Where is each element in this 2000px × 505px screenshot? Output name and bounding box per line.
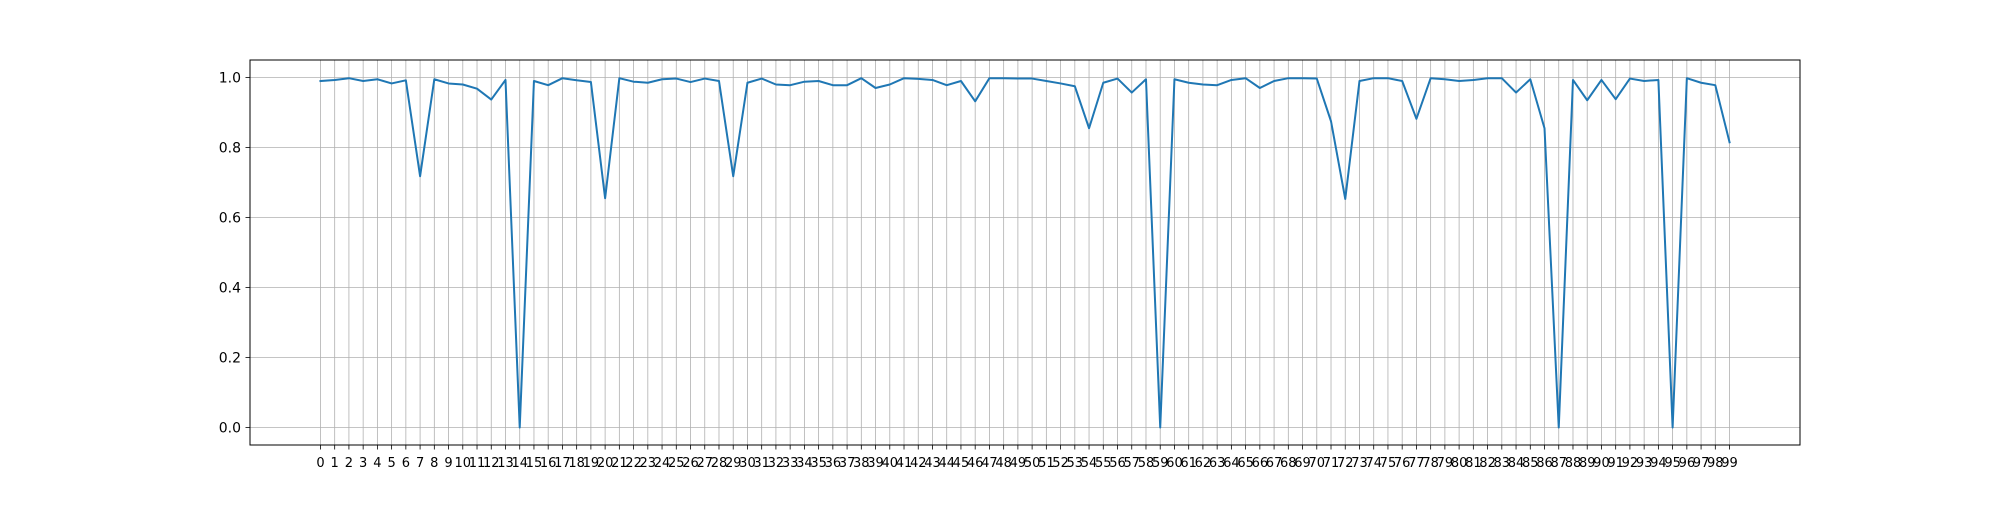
x-tick-label: 2 [345,456,353,471]
grid-lines [250,60,1800,445]
x-tick-label: 8 [430,456,438,471]
y-tick-label: 0.4 [219,281,241,297]
x-tick-label: 6 [402,456,410,471]
series-line-0 [320,78,1729,427]
y-tick-label: 0.2 [219,351,241,367]
x-tick-label: 4 [373,456,381,471]
y-tick-label: 0.0 [219,421,241,437]
y-axis: 0.0 0.2 0.4 0.6 0.8 1.0 [219,71,250,437]
series-lines [320,78,1729,427]
y-tick-label: 0.8 [219,141,241,157]
x-tick-label: 9 [444,456,452,471]
y-tick-label: 1.0 [219,71,241,87]
x-tick-label: 3 [359,456,367,471]
x-tick-label: 0 [316,456,324,471]
plot-frame [250,60,1800,445]
y-tick-label: 0.6 [219,211,241,227]
x-tick-label: 5 [387,456,395,471]
x-tick-label: 99 [1721,456,1738,471]
x-tick-label: 1 [331,456,339,471]
x-tick-label: 7 [416,456,424,471]
